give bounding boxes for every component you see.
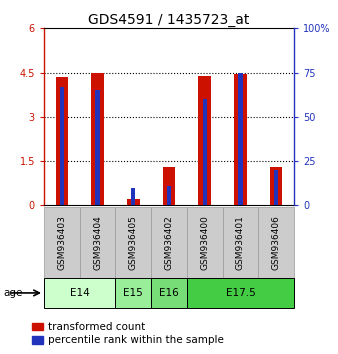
Text: GSM936402: GSM936402 <box>165 215 173 270</box>
Text: GSM936401: GSM936401 <box>236 215 245 270</box>
Text: GSM936403: GSM936403 <box>57 215 66 270</box>
Bar <box>44 207 80 278</box>
Bar <box>95 90 100 205</box>
Bar <box>274 170 278 205</box>
Text: GSM936406: GSM936406 <box>272 215 281 270</box>
Bar <box>258 207 294 278</box>
Legend: transformed count, percentile rank within the sample: transformed count, percentile rank withi… <box>32 322 224 345</box>
Text: GSM936405: GSM936405 <box>129 215 138 270</box>
Bar <box>167 186 171 205</box>
Text: E17.5: E17.5 <box>225 288 255 298</box>
Text: GSM936400: GSM936400 <box>200 215 209 270</box>
Bar <box>127 199 140 205</box>
Text: GSM936404: GSM936404 <box>93 215 102 270</box>
Bar <box>187 207 223 278</box>
Bar <box>151 278 187 308</box>
Bar <box>80 207 115 278</box>
Bar <box>223 207 258 278</box>
Text: E15: E15 <box>123 288 143 298</box>
Bar <box>198 76 211 205</box>
Bar <box>55 77 68 205</box>
Text: E14: E14 <box>70 288 90 298</box>
Bar <box>151 207 187 278</box>
Bar <box>202 99 207 205</box>
Bar <box>115 207 151 278</box>
Title: GDS4591 / 1435723_at: GDS4591 / 1435723_at <box>88 13 250 27</box>
Bar <box>163 167 175 205</box>
Bar <box>131 188 136 205</box>
Bar <box>238 73 243 205</box>
Bar <box>270 167 283 205</box>
Text: E16: E16 <box>159 288 179 298</box>
Bar <box>115 278 151 308</box>
Bar <box>44 278 115 308</box>
Bar <box>234 74 247 205</box>
Bar <box>60 87 64 205</box>
Bar <box>187 278 294 308</box>
Text: age: age <box>3 288 23 298</box>
Bar <box>91 73 104 205</box>
